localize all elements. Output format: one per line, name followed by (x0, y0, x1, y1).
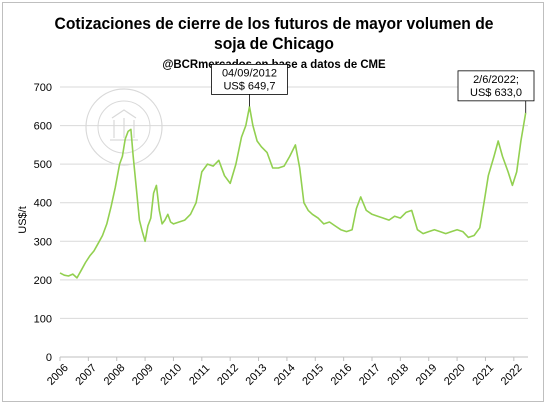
x-tick-label: 2014 (272, 362, 298, 388)
y-tick-label: 600 (34, 121, 52, 133)
x-tick-label: 2022 (499, 362, 525, 388)
chart-title: Cotizaciones de cierre de los futuros de… (54, 14, 494, 33)
x-tick-label: 2017 (357, 362, 383, 388)
x-tick-label: 2012 (215, 362, 241, 388)
soybean-price-line (59, 105, 527, 279)
annotation-box (211, 64, 288, 95)
annotation-value: US$ 649,7 (223, 80, 275, 92)
x-tick-label: 2020 (442, 362, 468, 388)
y-tick-label: 300 (34, 236, 52, 248)
x-tick-label: 2008 (102, 362, 128, 388)
annotation-box (457, 70, 535, 102)
annotation-date: 2/6/2022; (473, 74, 519, 86)
y-tick-label: 700 (34, 82, 52, 94)
x-tick-label: 2006 (45, 362, 71, 388)
x-tick-label: 2019 (414, 362, 440, 388)
y-tick-label: 200 (34, 275, 52, 287)
x-tick-label: 2011 (187, 362, 212, 387)
annotation-callout: 2/6/2022;US$ 633,0 (457, 70, 535, 113)
x-tick-label: 2015 (300, 362, 326, 388)
annotation-date: 04/09/2012 (222, 67, 277, 79)
x-tick-label: 2013 (244, 362, 270, 388)
y-tick-label: 500 (34, 159, 52, 171)
y-tick-label: 100 (34, 313, 52, 325)
x-tick-label: 2010 (158, 362, 184, 388)
chart-title-line2: soja de Chicago (214, 34, 334, 53)
annotation-value: US$ 633,0 (470, 87, 522, 99)
x-tick-label: 2016 (329, 362, 355, 388)
x-tick-label: 2009 (130, 362, 156, 388)
watermark-seal (85, 88, 163, 166)
y-tick-label: 400 (34, 198, 52, 210)
gridlines (60, 86, 528, 358)
x-tick-label: 2018 (385, 362, 411, 388)
x-tick-label: 2007 (73, 362, 99, 388)
y-tick-label: 0 (46, 352, 52, 364)
y-axis-label: US$/t (17, 206, 29, 234)
x-tick-label: 2021 (470, 362, 496, 388)
chart-frame (2, 2, 544, 402)
